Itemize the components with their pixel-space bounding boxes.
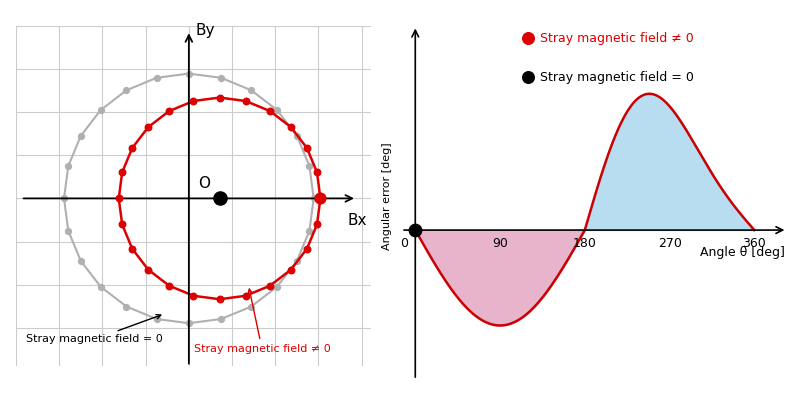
Point — [182, 70, 195, 77]
Point — [120, 303, 133, 310]
Text: Stray magnetic field = 0: Stray magnetic field = 0 — [540, 71, 694, 84]
Point — [303, 228, 316, 234]
Point — [94, 107, 107, 113]
Point — [409, 227, 422, 233]
Point — [214, 316, 227, 322]
Point — [310, 221, 323, 228]
Point — [74, 258, 87, 264]
Point — [285, 124, 298, 130]
Point — [310, 169, 323, 176]
Point — [270, 107, 283, 113]
Point — [116, 221, 129, 228]
Point — [303, 163, 316, 169]
Point — [263, 282, 276, 289]
Point — [314, 195, 327, 202]
Point — [522, 35, 534, 41]
Point — [239, 98, 252, 104]
Text: Angle θ [deg]: Angle θ [deg] — [699, 246, 785, 260]
Point — [162, 282, 175, 289]
Point — [213, 94, 226, 101]
Point — [187, 98, 200, 104]
Point — [245, 303, 258, 310]
Text: 270: 270 — [658, 237, 682, 250]
Text: O: O — [198, 176, 210, 191]
Point — [142, 124, 154, 130]
Point — [74, 133, 87, 139]
Point — [522, 74, 534, 81]
Point — [116, 169, 129, 176]
Point — [62, 163, 74, 169]
Point — [214, 75, 227, 81]
Text: 90: 90 — [492, 237, 508, 250]
Point — [126, 145, 138, 151]
Point — [301, 246, 314, 252]
Text: Stray magnetic field = 0: Stray magnetic field = 0 — [26, 314, 162, 344]
Point — [263, 108, 276, 114]
Point — [285, 266, 298, 273]
Point — [301, 145, 314, 151]
Text: Stray magnetic field ≠ 0: Stray magnetic field ≠ 0 — [540, 32, 694, 45]
Text: Stray magnetic field ≠ 0: Stray magnetic field ≠ 0 — [194, 289, 330, 354]
Point — [270, 284, 283, 290]
Point — [187, 292, 200, 299]
Point — [213, 296, 226, 302]
Point — [94, 284, 107, 290]
Point — [112, 195, 125, 202]
Point — [239, 292, 252, 299]
Point — [245, 87, 258, 94]
Point — [213, 195, 226, 202]
Point — [142, 266, 154, 273]
Point — [126, 246, 138, 252]
Point — [120, 87, 133, 94]
Text: Bx: Bx — [347, 213, 366, 228]
Text: By: By — [195, 23, 215, 38]
Text: 0: 0 — [400, 237, 408, 250]
Point — [62, 228, 74, 234]
Point — [150, 75, 163, 81]
Point — [314, 195, 327, 202]
Point — [290, 133, 303, 139]
Point — [290, 258, 303, 264]
Point — [58, 195, 70, 202]
Point — [150, 316, 163, 322]
Point — [307, 195, 320, 202]
Text: 360: 360 — [742, 237, 766, 250]
Text: Angular error [deg]: Angular error [deg] — [382, 142, 392, 250]
Point — [182, 320, 195, 326]
Point — [162, 108, 175, 114]
Text: 180: 180 — [573, 237, 597, 250]
